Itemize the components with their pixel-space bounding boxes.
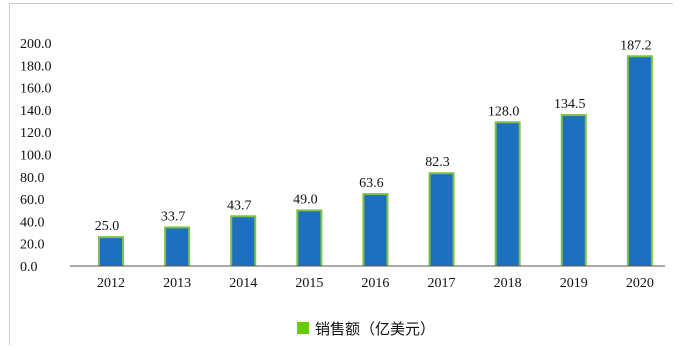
y-tick-label: 80.0 <box>20 171 45 186</box>
bar-value-label: 33.7 <box>161 209 186 224</box>
y-tick-label: 160.0 <box>20 82 52 97</box>
bar <box>562 116 585 266</box>
bar-value-label: 49.0 <box>293 192 318 207</box>
x-tick-label: 2014 <box>229 276 257 291</box>
y-tick-label: 20.0 <box>20 238 45 253</box>
bars <box>97 55 653 266</box>
bar-value-label: 187.2 <box>620 38 652 53</box>
x-tick-label: 2017 <box>428 276 456 291</box>
x-tick-label: 2019 <box>560 276 588 291</box>
bar <box>496 123 519 266</box>
x-axis: 2012 2013 2014 2015 2016 2017 2018 2019 2020 <box>70 265 665 291</box>
x-tick-label: 2015 <box>295 276 323 291</box>
y-tick-label: 60.0 <box>20 193 45 208</box>
y-tick-label: 0.0 <box>20 260 38 275</box>
bar <box>430 174 453 266</box>
y-tick-label: 140.0 <box>20 104 52 119</box>
bar-value-label: 82.3 <box>425 155 450 170</box>
x-tick-label: 2018 <box>494 276 522 291</box>
y-tick-label: 40.0 <box>20 215 45 230</box>
bar <box>99 238 122 266</box>
legend: 销售额（亿美元） <box>297 321 435 338</box>
x-tick-label: 2013 <box>163 276 191 291</box>
bar-value-label: 63.6 <box>359 176 384 191</box>
y-tick-label: 200.0 <box>20 37 52 52</box>
x-tick-label: 2012 <box>97 276 125 291</box>
x-tick-label: 2020 <box>626 276 654 291</box>
legend-swatch <box>297 322 309 334</box>
data-labels: 25.0 33.7 43.7 49.0 63.6 82.3 128.0 134.5 187.2 <box>95 38 652 234</box>
y-tick-label: 100.0 <box>20 149 52 164</box>
x-tick-label: 2016 <box>361 276 389 291</box>
y-tick-label: 180.0 <box>20 59 52 74</box>
legend-label: 销售额（亿美元） <box>315 321 435 338</box>
bar <box>628 57 651 266</box>
bar-value-label: 25.0 <box>95 219 120 234</box>
bar-chart: 0.0 20.0 40.0 60.0 80.0 100.0 120.0 140.0 160.0 1… <box>20 37 665 338</box>
bar <box>166 228 189 266</box>
bar-value-label: 43.7 <box>227 198 252 213</box>
chart-container: 0.0 20.0 40.0 60.0 80.0 100.0 120.0 140.0 160.0 1… <box>9 3 673 345</box>
bar-value-label: 134.5 <box>554 97 586 112</box>
bar-value-label: 128.0 <box>488 104 520 119</box>
y-axis: 0.0 20.0 40.0 60.0 80.0 100.0 120.0 140.0 160.0 1… <box>20 37 52 275</box>
bar <box>298 211 321 266</box>
bar <box>232 217 255 266</box>
y-tick-label: 120.0 <box>20 126 52 141</box>
bar <box>364 195 387 266</box>
